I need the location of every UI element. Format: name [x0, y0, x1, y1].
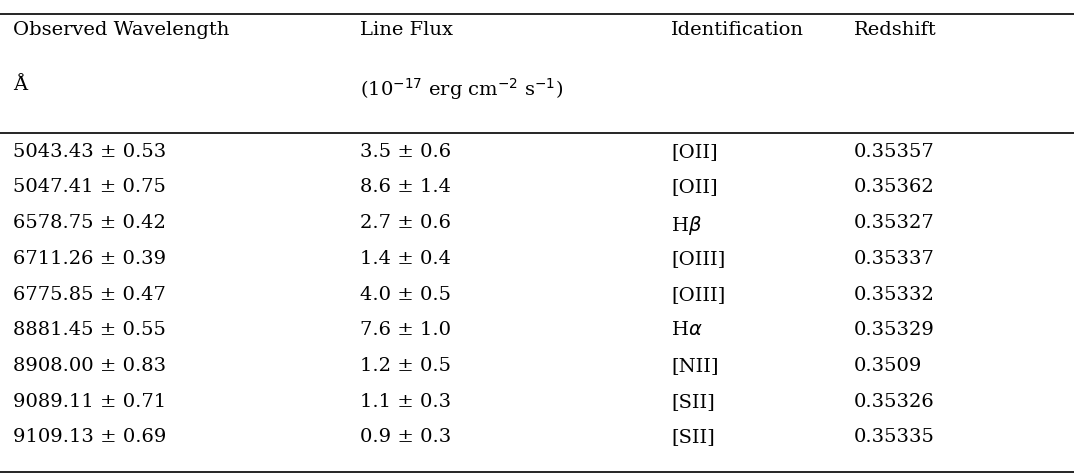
Text: [OII]: [OII] [671, 178, 717, 197]
Text: Observed Wavelength: Observed Wavelength [13, 21, 229, 40]
Text: 6578.75 ± 0.42: 6578.75 ± 0.42 [13, 214, 165, 232]
Text: 6711.26 ± 0.39: 6711.26 ± 0.39 [13, 250, 166, 268]
Text: 5047.41 ± 0.75: 5047.41 ± 0.75 [13, 178, 165, 197]
Text: 0.35335: 0.35335 [854, 428, 934, 446]
Text: 0.35327: 0.35327 [854, 214, 934, 232]
Text: Å: Å [13, 76, 27, 94]
Text: 0.35326: 0.35326 [854, 393, 934, 411]
Text: (10$^{-17}$ erg cm$^{-2}$ s$^{-1}$): (10$^{-17}$ erg cm$^{-2}$ s$^{-1}$) [360, 76, 563, 102]
Text: 0.35357: 0.35357 [854, 143, 934, 161]
Text: Redshift: Redshift [854, 21, 937, 40]
Text: 8908.00 ± 0.83: 8908.00 ± 0.83 [13, 357, 166, 375]
Text: Line Flux: Line Flux [360, 21, 453, 40]
Text: 9109.13 ± 0.69: 9109.13 ± 0.69 [13, 428, 166, 446]
Text: 0.9 ± 0.3: 0.9 ± 0.3 [360, 428, 451, 446]
Text: 0.3509: 0.3509 [854, 357, 923, 375]
Text: [OIII]: [OIII] [671, 286, 726, 304]
Text: 0.35362: 0.35362 [854, 178, 934, 197]
Text: 5043.43 ± 0.53: 5043.43 ± 0.53 [13, 143, 166, 161]
Text: 1.1 ± 0.3: 1.1 ± 0.3 [360, 393, 451, 411]
Text: 8881.45 ± 0.55: 8881.45 ± 0.55 [13, 321, 165, 339]
Text: 4.0 ± 0.5: 4.0 ± 0.5 [360, 286, 451, 304]
Text: [SII]: [SII] [671, 428, 715, 446]
Text: 0.35329: 0.35329 [854, 321, 934, 339]
Text: [OIII]: [OIII] [671, 250, 726, 268]
Text: [NII]: [NII] [671, 357, 719, 375]
Text: 1.2 ± 0.5: 1.2 ± 0.5 [360, 357, 451, 375]
Text: 3.5 ± 0.6: 3.5 ± 0.6 [360, 143, 451, 161]
Text: H$\alpha$: H$\alpha$ [671, 321, 702, 339]
Text: 1.4 ± 0.4: 1.4 ± 0.4 [360, 250, 451, 268]
Text: [OII]: [OII] [671, 143, 717, 161]
Text: H$\beta$: H$\beta$ [671, 214, 702, 237]
Text: 0.35332: 0.35332 [854, 286, 934, 304]
Text: 0.35337: 0.35337 [854, 250, 934, 268]
Text: 8.6 ± 1.4: 8.6 ± 1.4 [360, 178, 451, 197]
Text: 7.6 ± 1.0: 7.6 ± 1.0 [360, 321, 451, 339]
Text: 6775.85 ± 0.47: 6775.85 ± 0.47 [13, 286, 165, 304]
Text: 2.7 ± 0.6: 2.7 ± 0.6 [360, 214, 451, 232]
Text: 9089.11 ± 0.71: 9089.11 ± 0.71 [13, 393, 166, 411]
Text: [SII]: [SII] [671, 393, 715, 411]
Text: Identification: Identification [671, 21, 804, 40]
